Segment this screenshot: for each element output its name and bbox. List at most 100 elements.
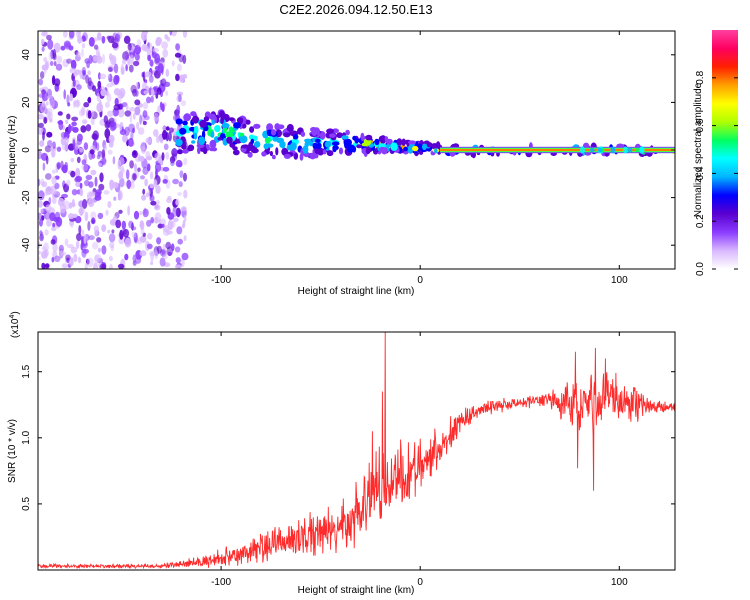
spectrogram-band-cell	[182, 120, 188, 126]
spectrogram-noise-cell	[118, 236, 125, 245]
colorbar-gradient	[712, 30, 738, 269]
spectrogram-band-cell	[302, 145, 309, 154]
spectrogram-noise-cell	[109, 263, 113, 269]
spectrogram-noise-cell	[155, 36, 162, 45]
spectrogram-noise-cell	[156, 245, 162, 254]
x-tick-label: 0	[417, 275, 423, 286]
spectrogram-noise-cell	[144, 71, 152, 78]
spectrogram-noise-cell	[85, 124, 92, 132]
snr-frame	[37, 331, 676, 571]
spectrogram-noise-cell	[46, 131, 53, 138]
spectrogram-noise-cell	[160, 218, 166, 226]
spectrogram-noise-cell	[132, 113, 136, 120]
spectrogram-noise-cell	[134, 106, 141, 116]
spectrogram-noise-cell	[51, 256, 55, 263]
spectrogram-band-cell	[401, 138, 406, 146]
spectrogram-noise-cell	[117, 263, 125, 269]
spectrogram-cells	[38, 31, 675, 269]
spectrogram-noise-cell	[153, 204, 161, 211]
spectrogram-noise-cell	[65, 119, 69, 125]
spectrogram-noise-cell	[175, 73, 180, 82]
spectrogram-band-cell	[208, 113, 216, 120]
spectrogram-noise-cell	[79, 182, 83, 189]
spectrogram-noise-cell	[176, 104, 181, 115]
spectrogram-noise-cell	[95, 142, 100, 151]
spectrogram-noise-cell	[76, 99, 80, 108]
spectrogram-band-cell	[225, 131, 234, 139]
spectrogram-noise-cell	[119, 157, 125, 166]
spectrogram-noise-cell	[176, 226, 183, 235]
spectrogram-noise-cell	[144, 178, 148, 187]
x-tick-label: -100	[211, 577, 231, 588]
spectrogram-noise-cell	[113, 196, 117, 201]
colorbar-tick-label: 0.0	[695, 262, 706, 276]
spectrogram-noise-cell	[179, 170, 184, 178]
spectrogram-noise-cell	[82, 119, 88, 125]
spectrogram-noise-cell	[124, 110, 132, 117]
spectrogram-noise-cell	[161, 41, 169, 50]
spectrogram-noise-cell	[132, 173, 137, 181]
spectrogram-band-cell	[198, 136, 206, 145]
spectrogram-noise-cell	[117, 103, 123, 110]
colorbar-ticks: 0.0 0.2 0.4 0.6 0.8	[695, 70, 738, 276]
spectrogram-noise-cell	[94, 254, 99, 264]
spectrogram-noise-cell	[56, 161, 61, 169]
spectrogram-noise-cell	[111, 229, 115, 234]
spectrogram-noise-cell	[117, 107, 125, 118]
y-tick-label: 1.0	[21, 430, 32, 444]
spectrogram-noise-cell	[163, 228, 170, 236]
spectrogram-noise-cell	[168, 131, 172, 142]
spectrogram-noise-cell	[154, 216, 159, 224]
spectrogram-noise-cell	[99, 263, 107, 269]
spectrogram-noise-cell	[162, 179, 168, 184]
spectrogram-band-cell	[175, 138, 183, 147]
spectrogram-noise-cell	[93, 55, 99, 62]
spectrogram-band-cell	[345, 129, 350, 136]
spectrogram-noise-cell	[128, 64, 134, 73]
spectrogram-noise-cell	[99, 73, 107, 80]
spectrogram-noise-cell	[176, 91, 184, 96]
spectrogram-band-cell	[276, 137, 284, 144]
colorbar-tick-label: 0.2	[695, 214, 706, 228]
spectrogram-noise-cell	[81, 159, 87, 166]
spectrogram-noise-cell	[129, 160, 135, 169]
spectrogram-noise-cell	[101, 224, 107, 232]
spectrogram-noise-cell	[149, 171, 154, 180]
spectrogram-band-cell	[360, 132, 365, 142]
spectrogram-band-cell	[355, 138, 359, 144]
spectrogram-noise-cell	[88, 37, 95, 47]
spectrogram-noise-cell	[38, 78, 43, 86]
spectrogram-noise-cell	[93, 225, 100, 233]
spectrogram-noise-cell	[136, 121, 140, 130]
spectrogram-noise-cell	[119, 229, 124, 240]
spectrogram-noise-cell	[52, 49, 57, 59]
spectrogram-noise-cell	[156, 87, 162, 95]
spectrogram-band-cell	[396, 138, 403, 146]
spectrogram-band-cell	[356, 144, 363, 149]
spectrogram-noise-cell	[123, 35, 131, 44]
spectrogram-noise-cell	[132, 260, 137, 266]
spectrogram-noise-cell	[107, 35, 115, 44]
spectrogram-noise-cell	[148, 75, 154, 83]
spectrogram-noise-cell	[122, 134, 128, 143]
spectrogram-carrier-blob	[610, 146, 616, 154]
snr-x-label: Height of straight line (km)	[298, 585, 415, 596]
spectrogram-noise-cell	[156, 237, 162, 245]
spectrogram-noise-cell	[38, 122, 44, 128]
spectrogram-noise-cell	[51, 176, 57, 185]
spectrogram-noise-cell	[84, 179, 90, 187]
spectrogram-noise-cell	[41, 91, 49, 102]
spectrogram-noise-cell	[47, 39, 54, 50]
spectrogram-noise-cell	[177, 192, 183, 196]
spectrogram-noise-cell	[89, 149, 95, 155]
spectrogram-noise-cell	[114, 33, 121, 43]
spectrogram-noise-cell	[100, 89, 107, 97]
spectrogram-noise-cell	[38, 150, 42, 160]
spectrogram-band-cell	[408, 140, 417, 145]
spectrogram-noise-cell	[124, 237, 132, 248]
colorbar-tick-label: 0.6	[695, 118, 706, 132]
spectrogram-noise-cell	[161, 103, 165, 112]
spectrogram-noise-cell	[150, 95, 154, 103]
spectrogram-band-cell	[220, 115, 225, 124]
